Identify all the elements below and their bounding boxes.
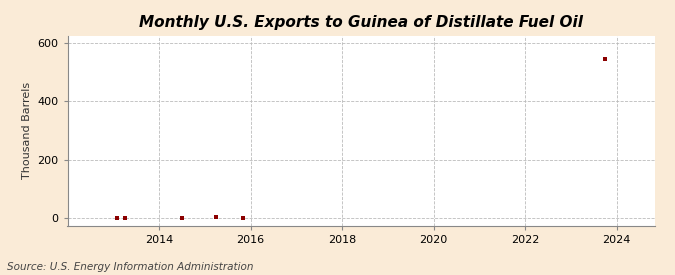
Point	[211, 214, 221, 219]
Point	[111, 215, 122, 220]
Point	[600, 57, 611, 61]
Title: Monthly U.S. Exports to Guinea of Distillate Fuel Oil: Monthly U.S. Exports to Guinea of Distil…	[139, 15, 583, 31]
Point	[177, 215, 188, 220]
Point	[238, 215, 248, 220]
Y-axis label: Thousand Barrels: Thousand Barrels	[22, 82, 32, 179]
Text: Source: U.S. Energy Information Administration: Source: U.S. Energy Information Administ…	[7, 262, 253, 272]
Point	[119, 215, 130, 220]
